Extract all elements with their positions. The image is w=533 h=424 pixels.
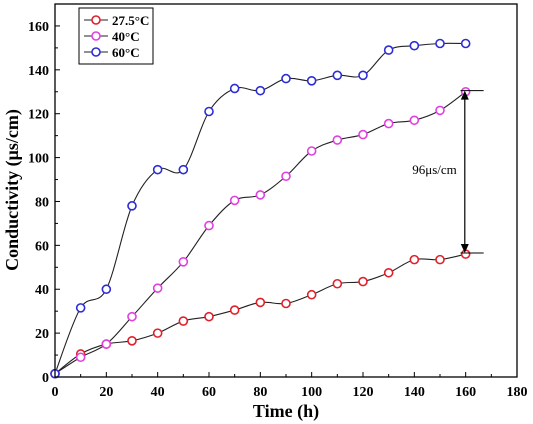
data-point xyxy=(460,249,471,259)
data-point xyxy=(178,316,189,326)
data-point xyxy=(101,339,112,349)
data-point xyxy=(152,283,163,293)
data-point xyxy=(435,105,445,116)
data-point xyxy=(358,70,368,81)
data-point xyxy=(383,45,394,55)
data-point xyxy=(204,106,214,117)
data-point xyxy=(152,164,163,175)
data-point xyxy=(281,171,291,182)
x-tick-label: 60 xyxy=(202,385,216,400)
data-point xyxy=(281,298,291,309)
x-tick-label: 180 xyxy=(507,385,528,400)
x-tick-label: 20 xyxy=(99,385,113,400)
data-point xyxy=(204,311,214,322)
data-point xyxy=(127,335,137,346)
data-point xyxy=(435,38,445,49)
series-line-0 xyxy=(54,253,466,375)
legend-marker-0 xyxy=(91,15,101,25)
data-point xyxy=(229,195,240,206)
data-point xyxy=(255,85,266,96)
series-line-1 xyxy=(54,91,466,375)
data-point xyxy=(204,220,214,231)
data-point xyxy=(435,254,445,265)
x-tick-label: 100 xyxy=(301,385,322,400)
plot-frame xyxy=(54,3,518,378)
x-axis-ticks: 0 20 40 60 80 100 120 140 160 180 xyxy=(52,372,528,400)
data-point xyxy=(229,305,240,315)
data-point xyxy=(306,289,317,300)
legend-label-1: 40°C xyxy=(112,29,140,44)
x-tick-label: 160 xyxy=(455,385,476,400)
y-tick-label: 20 xyxy=(35,327,49,342)
data-point xyxy=(281,73,291,84)
y-axis-title: Conductivity (μs/cm) xyxy=(2,109,23,271)
x-tick-label: 140 xyxy=(404,385,425,400)
legend-marker-2 xyxy=(91,47,101,57)
annotation-arrowhead-down xyxy=(460,244,469,254)
legend-label-0: 27.5°C xyxy=(112,13,149,28)
legend: 27.5°C40°C60°C xyxy=(78,7,154,65)
data-point xyxy=(127,201,137,211)
y-tick-label: 160 xyxy=(28,20,49,35)
data-point xyxy=(332,278,343,289)
data-point xyxy=(383,267,394,278)
y-tick-label: 80 xyxy=(35,195,49,210)
x-tick-label: 40 xyxy=(151,385,165,400)
y-tick-label: 60 xyxy=(35,239,49,254)
data-point xyxy=(383,118,394,129)
y-tick-label: 0 xyxy=(42,371,49,386)
x-tick-label: 0 xyxy=(52,385,59,400)
data-point xyxy=(229,83,240,94)
annotation-arrowhead-up xyxy=(460,90,469,100)
data-point xyxy=(306,75,317,86)
data-point xyxy=(178,257,189,267)
data-point xyxy=(255,190,266,200)
data-point xyxy=(101,284,112,295)
data-point xyxy=(332,70,343,81)
data-point xyxy=(409,254,420,265)
data-point xyxy=(409,115,420,126)
x-tick-label: 120 xyxy=(353,385,374,400)
data-point xyxy=(152,328,163,338)
data-point xyxy=(178,164,189,175)
data-point xyxy=(409,40,420,51)
y-axis-ticks: 0 20 40 60 80 100 120 140 160 xyxy=(28,20,60,386)
series-points xyxy=(50,38,471,379)
data-point xyxy=(306,146,317,156)
data-point xyxy=(255,297,266,308)
legend-marker-1 xyxy=(91,31,101,41)
legend-label-2: 60°C xyxy=(112,45,140,60)
y-tick-label: 140 xyxy=(28,64,49,79)
data-point xyxy=(127,311,137,322)
y-tick-label: 100 xyxy=(28,152,49,167)
data-point xyxy=(75,303,86,313)
data-point xyxy=(358,129,368,140)
x-tick-label: 80 xyxy=(253,385,267,400)
x-axis-title: Time (h) xyxy=(253,401,319,422)
y-tick-label: 40 xyxy=(35,283,49,298)
annotation-label: 96μs/cm xyxy=(412,162,457,177)
y-tick-label: 120 xyxy=(28,108,49,123)
data-point xyxy=(460,38,471,49)
data-point xyxy=(358,276,368,287)
data-point xyxy=(75,352,86,363)
data-point xyxy=(332,135,343,145)
difference-annotation: 96μs/cm xyxy=(412,90,484,254)
